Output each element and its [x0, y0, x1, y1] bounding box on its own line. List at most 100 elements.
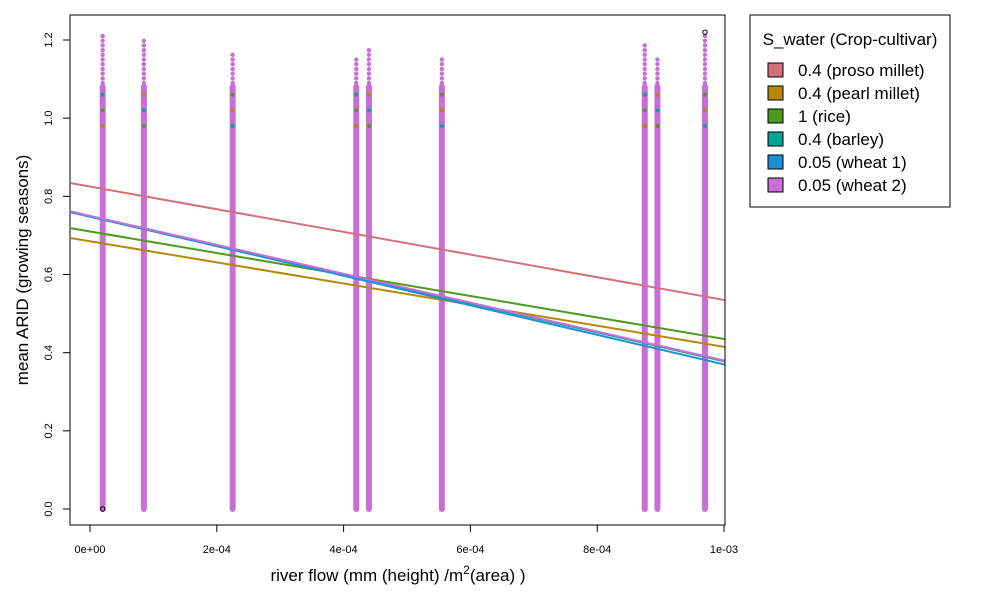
data-point	[655, 62, 660, 67]
legend: S_water (Crop-cultivar) 0.4 (proso mille…	[749, 14, 951, 208]
x-axis: 0e+00 2e-04 4e-04 6e-04 8e-04 1e-03	[75, 525, 738, 556]
plot-frame	[69, 14, 726, 526]
data-point	[100, 57, 105, 62]
data-point	[141, 71, 147, 76]
data-point	[642, 71, 647, 76]
x-axis-title: river flow (mm (height) /m2(area) )	[270, 563, 525, 585]
data-point	[439, 80, 445, 86]
legend-label: 1 (rice)	[798, 107, 851, 126]
data-point	[354, 71, 359, 76]
y-tick-label: 0.8	[43, 189, 55, 204]
legend-swatch	[767, 131, 784, 147]
data-point	[141, 123, 146, 128]
data-point	[702, 43, 708, 48]
data-point	[642, 76, 647, 81]
data-point	[642, 57, 647, 62]
data-point	[702, 108, 707, 113]
data-point	[439, 57, 445, 62]
data-point	[230, 80, 235, 86]
data-point	[141, 38, 147, 43]
data-point	[702, 57, 708, 62]
data-point	[141, 57, 147, 62]
data-point	[655, 123, 660, 128]
data-point	[702, 71, 708, 76]
data-point	[141, 80, 147, 86]
legend-title: S_water (Crop-cultivar)	[763, 30, 938, 49]
data-point	[141, 43, 147, 48]
data-point	[439, 66, 445, 72]
x-tick-label: 6e-04	[456, 544, 484, 556]
data-point	[100, 66, 105, 72]
data-point	[702, 33, 708, 39]
regression-line	[70, 211, 725, 366]
data-point	[702, 47, 708, 53]
x-tick-label: 8e-04	[583, 544, 611, 556]
data-point	[230, 123, 235, 128]
outlier-point	[99, 506, 106, 512]
outlier-point	[702, 29, 708, 35]
data-point	[655, 57, 660, 62]
data-point	[354, 57, 359, 62]
data-point	[230, 71, 235, 76]
data-point	[439, 62, 445, 67]
data-point	[366, 92, 371, 97]
x-axis-title-superscript: 2	[463, 563, 470, 577]
data-point	[366, 47, 372, 53]
data-point	[354, 92, 359, 97]
data-point	[366, 123, 371, 128]
data-point	[439, 71, 445, 76]
data-point	[141, 62, 147, 67]
data-point	[141, 66, 147, 72]
regression-line	[70, 182, 725, 302]
data-point	[439, 92, 444, 97]
data-point	[366, 80, 372, 86]
data-point	[642, 66, 647, 72]
data-point	[141, 47, 147, 53]
data-point	[366, 76, 372, 81]
data-point	[354, 123, 359, 128]
y-tick-label: 0.6	[43, 267, 55, 282]
data-point	[141, 92, 146, 97]
data-point	[100, 52, 105, 58]
data-point	[100, 123, 105, 128]
data-point	[439, 108, 444, 113]
data-point	[655, 108, 660, 113]
y-axis-title: mean ARID (growing seasons)	[13, 155, 32, 386]
data-point	[100, 71, 105, 76]
data-point	[100, 62, 105, 67]
legend-entries: 0.4 (proso millet) 0.4 (pearl millet) 1 (r…	[767, 61, 925, 195]
legend-label: 0.4 (proso millet)	[798, 61, 925, 80]
legend-label: 0.05 (wheat 2)	[798, 176, 907, 195]
y-tick-label: 0.4	[43, 345, 55, 360]
data-point	[702, 66, 708, 72]
data-point	[702, 80, 708, 86]
data-point	[642, 80, 647, 86]
legend-label: 0.05 (wheat 1)	[798, 153, 907, 172]
legend-swatch	[767, 177, 784, 193]
data-point	[642, 52, 647, 58]
data-point	[100, 47, 105, 53]
data-point	[100, 76, 105, 81]
data-point	[439, 76, 445, 81]
data-point	[230, 57, 235, 62]
data-point	[702, 92, 707, 97]
data-point	[642, 43, 647, 48]
legend-swatch	[767, 85, 784, 101]
data-point	[642, 92, 647, 97]
data-point	[354, 80, 359, 86]
data-point	[354, 62, 359, 67]
x-tick-label: 4e-04	[330, 544, 358, 556]
y-tick-label: 1.0	[43, 111, 55, 126]
data-point	[100, 38, 105, 43]
data-point	[366, 62, 372, 67]
data-point	[642, 123, 647, 128]
data-point	[655, 66, 660, 72]
plot-marks	[70, 29, 725, 512]
data-point	[230, 66, 235, 72]
data-point	[366, 57, 372, 62]
data-point	[439, 123, 444, 128]
data-point	[366, 52, 372, 58]
data-point	[642, 47, 647, 53]
data-point	[141, 108, 146, 113]
